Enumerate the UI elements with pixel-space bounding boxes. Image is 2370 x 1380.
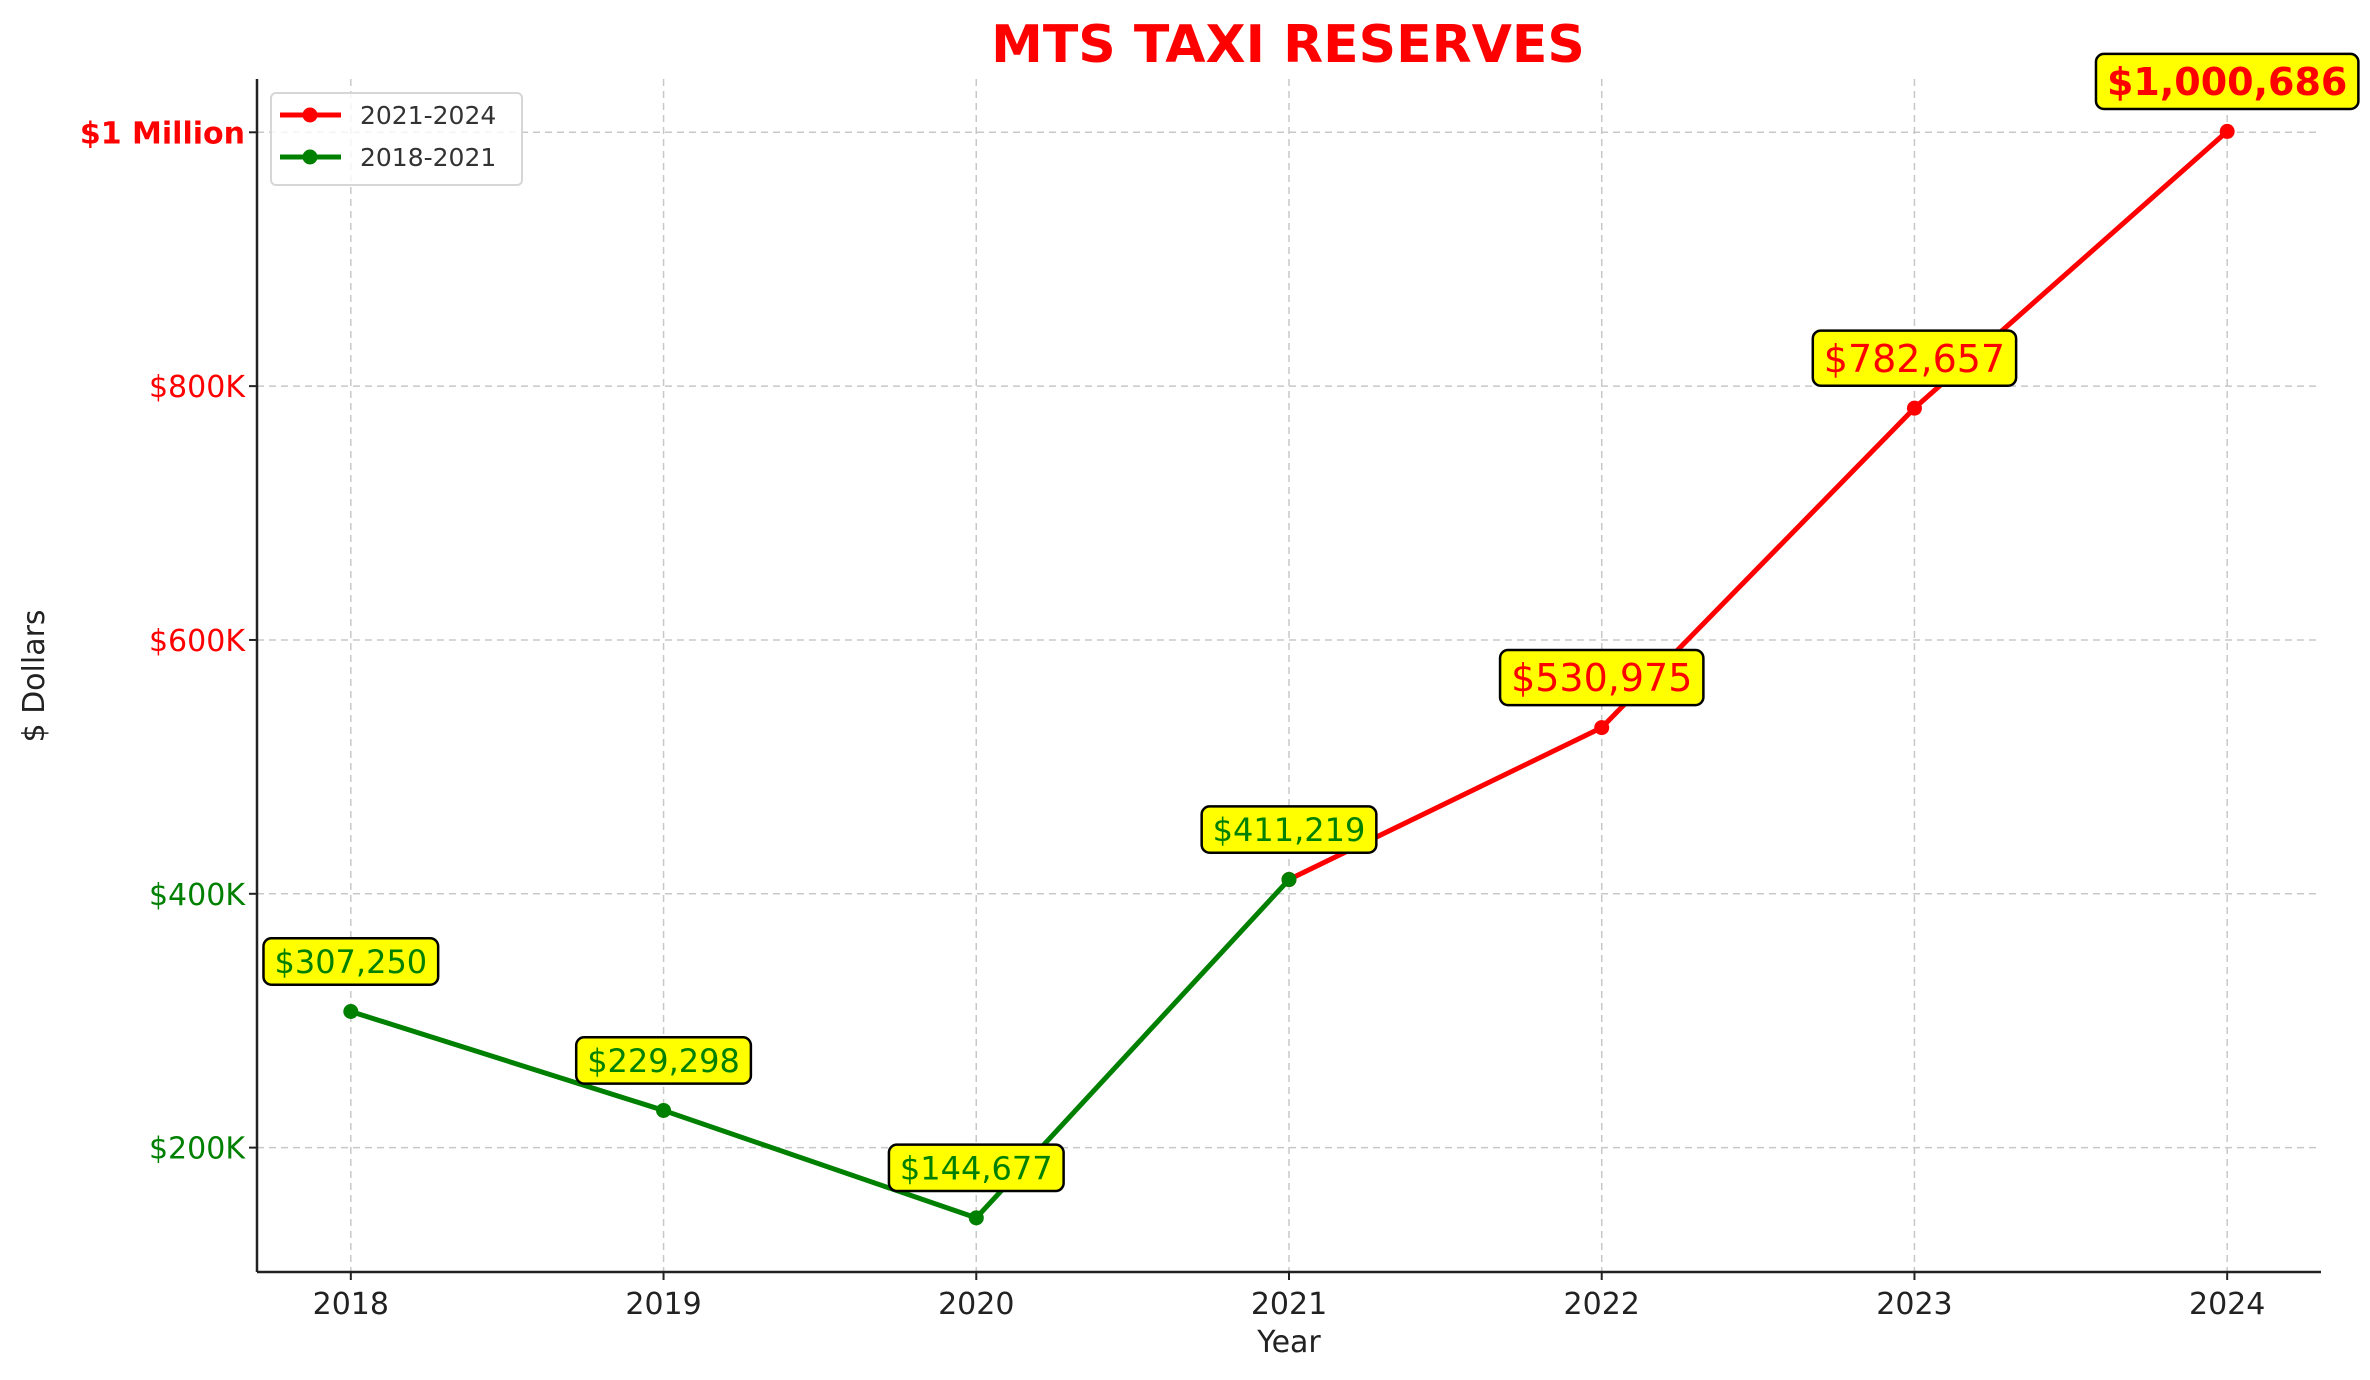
y-tick-label: $200K — [149, 1132, 246, 1167]
legend-label: 2018-2021 — [360, 143, 496, 172]
data-label-text: $782,657 — [1824, 337, 2005, 381]
data-point — [656, 1102, 672, 1118]
chart-title: MTS TAXI RESERVES — [991, 15, 1585, 75]
y-axis-label: $ Dollars — [17, 609, 52, 742]
grid-lines — [257, 79, 2321, 1272]
data-label-box — [574, 1035, 753, 1085]
legend: 2021-2024 2018-2021 — [270, 92, 523, 186]
data-label-text: $144,677 — [900, 1149, 1053, 1187]
data-label-text: $229,298 — [587, 1042, 740, 1080]
data-point — [1594, 720, 1610, 736]
x-tick-label: 2018 — [313, 1287, 389, 1322]
legend-swatch-marker — [302, 149, 318, 165]
data-label: $1,000,686 — [2094, 52, 2360, 111]
x-axis-label: Year — [1256, 1325, 1321, 1360]
data-label-box — [262, 937, 440, 986]
series-line-2018-2021 — [350, 877, 1291, 1221]
data-point — [343, 1004, 359, 1020]
data-label: $229,298 — [574, 1035, 753, 1085]
annotations-layer: $307,250 $229,298 $144,677 $411,219 $530,975… — [262, 52, 2360, 1193]
x-tick-label: 2020 — [938, 1287, 1014, 1322]
series-layer — [343, 123, 2235, 1226]
y-tick-label: $600K — [149, 624, 246, 659]
y-tick-label: $1 Million — [80, 116, 245, 151]
series-line-2021-2024 — [1287, 129, 2229, 882]
legend-swatch-marker — [302, 107, 318, 123]
data-label-text: $1,000,686 — [2107, 60, 2347, 104]
data-label: $411,219 — [1200, 805, 1378, 855]
data-label-text: $530,975 — [1511, 656, 1692, 700]
x-tick-label: 2022 — [1564, 1287, 1640, 1322]
data-label-text: $307,250 — [274, 943, 427, 981]
data-point — [1281, 872, 1297, 888]
data-label: $307,250 — [262, 937, 440, 986]
axes: 2018 2019 2020 2021 2022 2023 2024 $200K $400K $6… — [80, 79, 2321, 1322]
x-tick-label: 2019 — [625, 1287, 701, 1322]
data-point — [968, 1210, 984, 1226]
x-tick-label: 2021 — [1251, 1287, 1327, 1322]
data-label: $782,657 — [1811, 329, 2018, 387]
y-tick-label: $800K — [149, 370, 246, 405]
x-tick-label: 2024 — [2189, 1287, 2265, 1322]
data-label: $530,975 — [1498, 648, 1705, 707]
data-label: $144,677 — [887, 1143, 1065, 1193]
data-label-box — [887, 1143, 1065, 1193]
data-label-box — [1498, 648, 1705, 707]
x-tick-label: 2023 — [1876, 1287, 1952, 1322]
data-label-text: $411,219 — [1213, 811, 1366, 849]
data-label-box — [1811, 329, 2018, 387]
y-tick-label: $400K — [149, 878, 246, 913]
data-label-box — [2094, 52, 2360, 111]
data-label-box — [1200, 805, 1378, 855]
data-point — [1906, 400, 1922, 416]
data-point — [2219, 123, 2235, 139]
legend-label: 2021-2024 — [360, 101, 496, 130]
